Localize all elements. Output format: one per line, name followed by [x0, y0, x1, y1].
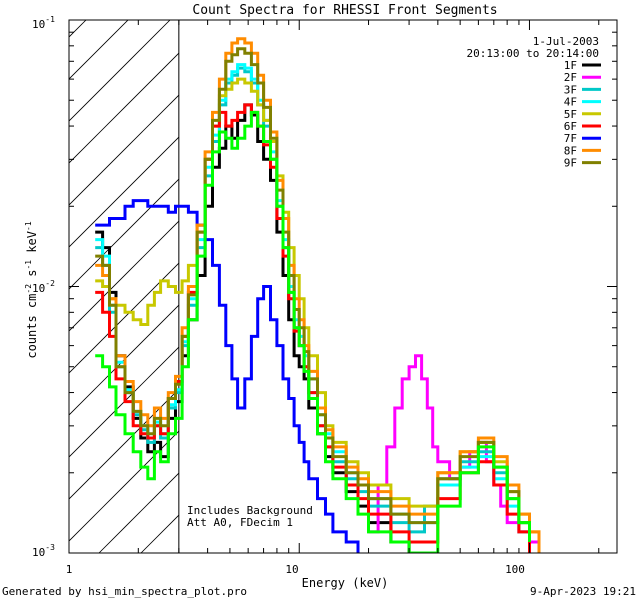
y-axis-label: counts cm-2 s-1 keV-1 [24, 221, 39, 358]
hatch-line [69, 20, 129, 80]
footer-timestamp: 9-Apr-2023 19:21 [530, 585, 636, 598]
legend: 1-Jul-2003 20:13:00 to 20:14:00 1F2F3F4F… [467, 35, 601, 170]
legend-label-1f: 1F [564, 59, 577, 72]
hatch-line [477, 0, 640, 553]
series-line-green [95, 110, 531, 553]
hatch-line [69, 20, 171, 122]
legend-label-9f: 9F [564, 157, 577, 170]
excluded-energy-hatch [0, 0, 640, 553]
x-tick-label-1: 10 [285, 563, 298, 576]
hatch-line [98, 472, 179, 553]
hatch-line [69, 20, 87, 38]
hatch-line [393, 0, 640, 553]
hatch-line [603, 0, 640, 553]
hatch-line [69, 178, 179, 290]
x-tick-label-2: 100 [505, 563, 525, 576]
annotation-background: Includes Background [187, 504, 313, 517]
chart-title: Count Spectra for RHESSI Front Segments [192, 3, 497, 18]
hatch-line [267, 0, 640, 553]
hatch-line [69, 220, 179, 332]
series-line-7f [95, 199, 360, 553]
hatch-line [69, 94, 179, 206]
series-line-6f [95, 103, 531, 553]
legend-label-4f: 4F [564, 96, 577, 109]
footer-generated-by: Generated by hsi_min_spectra_plot.pro [2, 585, 247, 598]
series-line-3f [95, 66, 531, 542]
series-group [95, 37, 541, 553]
annotation-attenuator: Att A0, FDecim 1 [187, 516, 293, 529]
hatch-line [0, 0, 111, 553]
legend-label-2f: 2F [564, 71, 577, 84]
series-line-8f [95, 37, 541, 553]
hatch-line [435, 0, 640, 553]
legend-label-6f: 6F [564, 120, 577, 133]
hatch-line [69, 388, 179, 500]
hatch-line [519, 0, 640, 553]
legend-label-3f: 3F [564, 83, 577, 96]
legend-label-7f: 7F [564, 132, 577, 145]
hatch-line [69, 304, 179, 416]
x-axis-label: Energy (keV) [302, 576, 389, 590]
y-tick-label-1: 10-2 [32, 279, 55, 295]
legend-label-5f: 5F [564, 108, 577, 121]
x-tick-label-0: 1 [66, 563, 73, 576]
hatch-line [351, 0, 640, 553]
series-line-9f [95, 47, 531, 542]
hatch-line [69, 430, 179, 542]
legend-label-8f: 8F [564, 144, 577, 157]
legend-time-range: 20:13:00 to 20:14:00 [467, 47, 599, 60]
axis-ticks [68, 19, 617, 554]
legend-date: 1-Jul-2003 [533, 35, 599, 48]
hatch-line [69, 346, 179, 458]
y-tick-label-2: 10-3 [32, 543, 55, 559]
y-tick-label-0: 10-1 [32, 15, 55, 31]
